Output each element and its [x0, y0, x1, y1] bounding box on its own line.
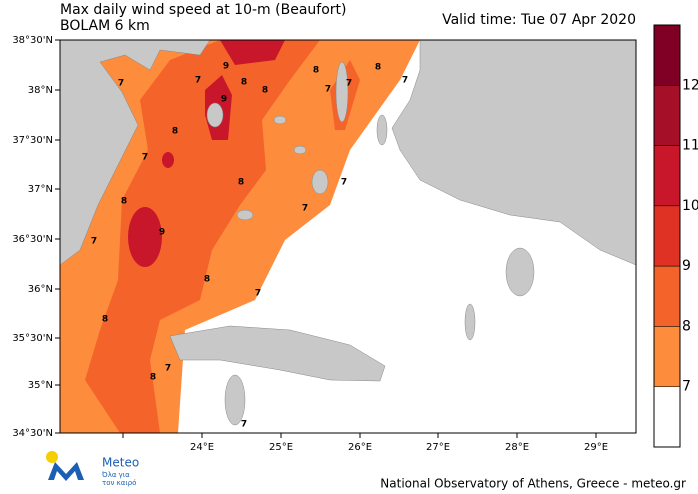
lon-label: 24°E [190, 442, 214, 453]
contour-label: 7 [346, 79, 352, 89]
lon-label: 25°E [269, 442, 293, 453]
colorbar-band [653, 205, 681, 267]
contour-label: 8 [172, 127, 178, 137]
colorbar-band [653, 265, 681, 327]
logo-mark [48, 462, 84, 481]
colorbar-label: 11 [682, 138, 698, 154]
map-frame [59, 39, 637, 434]
colorbar-label: 10 [682, 198, 698, 214]
colorbar-frame [653, 24, 681, 448]
colorbar-band [653, 326, 681, 387]
contour-label: 7 [325, 85, 331, 95]
contour-label: 8 [262, 86, 268, 96]
contour-label: 7 [255, 289, 261, 299]
lon-label: 28°E [505, 442, 529, 453]
logo-tagline: τον καιρό [102, 479, 136, 487]
contour-label: 8 [102, 315, 108, 325]
contour-label: 7 [165, 364, 171, 374]
colorbar-band [653, 145, 681, 207]
lat-label: 35°N [28, 380, 53, 391]
contour-label: 7 [402, 76, 408, 86]
map [60, 40, 636, 433]
footer: National Observatory of Athens, Greece -… [380, 477, 686, 491]
colorbar-label: 7 [682, 379, 691, 395]
logo-name: Meteo [102, 456, 139, 470]
contour-label: 7 [195, 76, 201, 86]
contour-label: 7 [302, 204, 308, 214]
logo-tagline: Όλα για [101, 471, 130, 479]
colorbar-label: 12 [682, 77, 698, 93]
contour-label: 8 [375, 63, 381, 73]
contour-label: 8 [204, 275, 210, 285]
lon-label: 26°E [348, 442, 372, 453]
lat-label: 38°30'N [12, 35, 53, 46]
colorbar-label: 9 [682, 258, 691, 274]
contour-label: 7 [341, 178, 347, 188]
contour-label: 8 [313, 66, 319, 76]
logo-sun [46, 451, 58, 463]
subtitle: BOLAM 6 km [60, 18, 150, 34]
lon-label: 27°E [426, 442, 450, 453]
lat-label: 35°30'N [12, 333, 53, 344]
valid-time: Valid time: Tue 07 Apr 2020 [442, 12, 636, 28]
lon-label: 29°E [584, 442, 608, 453]
colorbar-label: 8 [682, 318, 691, 334]
contour-label: 7 [142, 153, 148, 163]
lat-label: 36°N [28, 284, 53, 295]
contour-label: 7 [241, 420, 247, 430]
lat-label: 34°30'N [12, 428, 53, 439]
contour-label: 8 [238, 178, 244, 188]
contour-label: 9 [159, 228, 165, 238]
lat-label: 37°30'N [12, 135, 53, 146]
title: Max daily wind speed at 10-m (Beaufort) [60, 2, 346, 18]
contour-label: 7 [118, 79, 124, 89]
lat-label: 38°N [28, 85, 53, 96]
lat-label: 37°N [28, 184, 53, 195]
lat-label: 36°30'N [12, 234, 53, 245]
contour-label: 7 [91, 237, 97, 247]
colorbar-band [653, 85, 681, 146]
contour-label: 9 [221, 95, 227, 105]
contour-label: 9 [223, 62, 229, 72]
contour-label: 8 [241, 78, 247, 88]
colorbar-band [653, 386, 681, 448]
contour-label: 8 [150, 373, 156, 383]
contour-label: 8 [121, 197, 127, 207]
colorbar-band [653, 24, 681, 86]
